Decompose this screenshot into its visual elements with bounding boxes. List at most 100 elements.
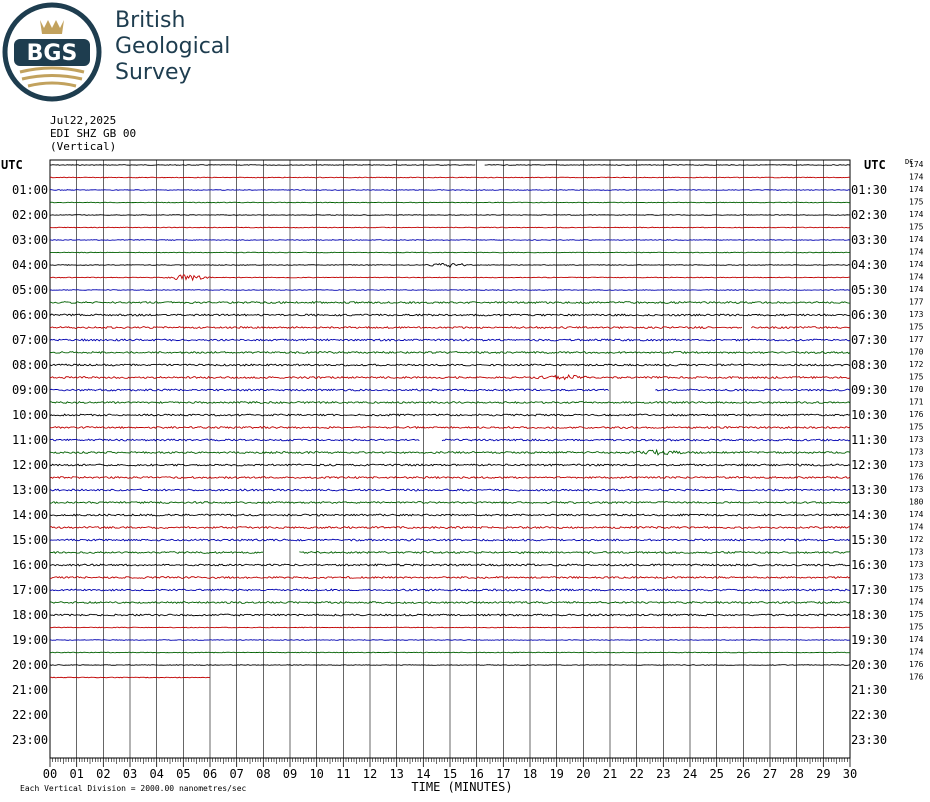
right-hour-label: 12:30 [851,458,887,472]
x-tick-label: 03 [123,767,137,781]
dc-offset-value: 174 [909,260,924,269]
trace-line [49,438,851,442]
dc-offset-value: 174 [909,598,924,607]
dc-offset-value: 176 [909,410,924,419]
trace-line [49,325,851,330]
x-tick-label: 02 [96,767,110,781]
right-hour-label: 21:30 [851,683,887,697]
right-hour-label: 16:30 [851,558,887,572]
trace-line [49,413,851,417]
x-tick-label: 23 [656,767,670,781]
x-tick-label: 21 [603,767,617,781]
trace-line [49,201,851,204]
left-hour-label: 05:00 [12,283,48,297]
dc-offset-value: 173 [909,310,924,319]
x-tick-label: 20 [576,767,590,781]
right-hour-label: 04:30 [851,258,887,272]
x-tick-label: 28 [789,767,803,781]
x-tick-label: 01 [69,767,83,781]
dc-header: DC [905,158,913,166]
right-hour-label: 23:30 [851,733,887,747]
x-tick-label: 14 [416,767,430,781]
trace-line [49,289,851,291]
dc-offset-value: 174 [909,185,924,194]
x-tick-label: 27 [763,767,777,781]
left-hour-label: 22:00 [12,708,48,722]
dc-offset-value: 170 [909,385,924,394]
x-tick-label: 16 [469,767,483,781]
trace-line [49,214,851,216]
right-hour-label: 01:30 [851,183,887,197]
trace-line [49,176,851,179]
trace-line [49,350,851,355]
trace-line [49,338,851,342]
brand-line: British [115,8,186,33]
trace-line [49,513,851,517]
brand-line: Survey [115,60,192,85]
left-hour-label: 16:00 [12,558,48,572]
plot-date: Jul22,2025 [50,114,117,127]
left-hour-label: 12:00 [12,458,48,472]
dc-offset-value: 175 [909,223,924,232]
trace-line [49,274,851,282]
left-hour-label: 23:00 [12,733,48,747]
right-hour-label: 15:30 [851,533,887,547]
station-code: EDI SHZ GB 00 [50,127,137,140]
right-hour-label: 02:30 [851,208,887,222]
trace-line [49,226,851,229]
bgs-abbr: BGS [27,41,78,66]
x-axis-title: TIME (MINUTES) [411,780,512,794]
trace-line [49,373,851,381]
dc-offset-value: 174 [909,235,924,244]
dc-offset-value: 174 [909,635,924,644]
left-hour-label: 02:00 [12,208,48,222]
left-hour-label: 14:00 [12,508,48,522]
dc-offset-value: 172 [909,535,924,544]
x-tick-label: 18 [523,767,537,781]
right-hour-label: 19:30 [851,633,887,647]
trace-line [49,164,851,166]
trace-line [49,313,851,317]
trace-line [49,475,851,480]
right-hour-label: 09:30 [851,383,887,397]
plot-header: Jul22,2025 EDI SHZ GB 00 (Vertical) [50,114,136,153]
x-tick-label: 30 [843,767,857,781]
trace-line [49,300,851,305]
left-hour-label: 03:00 [12,233,48,247]
x-tick-label: 05 [176,767,190,781]
dc-offset-value: 173 [909,448,924,457]
left-hour-label: 08:00 [12,358,48,372]
x-tick-label: 12 [363,767,377,781]
right-hour-label: 08:30 [851,358,887,372]
dc-offset-value: 175 [909,610,924,619]
x-tick-label: 09 [283,767,297,781]
right-hour-label: 11:30 [851,433,887,447]
dc-offset-value: 174 [909,510,924,519]
right-hour-label: 06:30 [851,308,887,322]
trace-line [49,425,851,430]
trace-line [49,488,851,492]
dc-offset-value: 175 [909,585,924,594]
dc-offset-value: 177 [909,335,924,344]
dc-offset-value: 173 [909,460,924,469]
trace-line [49,676,211,679]
x-tick-label: 06 [203,767,217,781]
dc-offset-value: 174 [909,273,924,282]
dc-offset-value: 176 [909,473,924,482]
trace-line [49,613,851,617]
dc-offset-value: 175 [909,373,924,382]
dc-offset-value: 173 [909,548,924,557]
dc-offset-value: 175 [909,423,924,432]
left-hour-label: 01:00 [12,183,48,197]
dc-offset-value: 174 [909,648,924,657]
right-hour-label: 20:30 [851,658,887,672]
trace-line [49,363,851,367]
trace-line [49,600,851,605]
left-hour-label: 19:00 [12,633,48,647]
dc-offset-value: 173 [909,560,924,569]
x-tick-label: 08 [256,767,270,781]
left-hour-label: 10:00 [12,408,48,422]
trace-line [49,550,851,555]
x-tick-label: 29 [816,767,830,781]
